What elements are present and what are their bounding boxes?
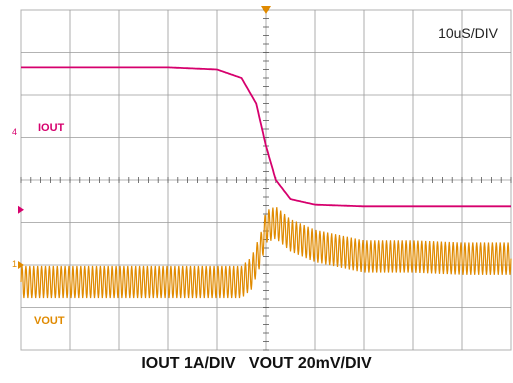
- vout-level-arrow: [18, 261, 24, 269]
- trigger-marker-icon: [261, 6, 271, 14]
- iout-channel-marker: 4: [12, 127, 17, 137]
- vout-series-label: VOUT: [34, 315, 65, 327]
- timebase-label: 10uS/DIV: [438, 25, 499, 41]
- iout-series-label: IOUT: [38, 122, 65, 134]
- vout-trace: [20, 207, 512, 299]
- vout-channel-marker: 1: [12, 259, 17, 269]
- scale-caption: IOUT 1A/DIV VOUT 20mV/DIV: [141, 355, 372, 372]
- iout-trace: [21, 66, 511, 208]
- iout-level-arrow: [18, 205, 24, 214]
